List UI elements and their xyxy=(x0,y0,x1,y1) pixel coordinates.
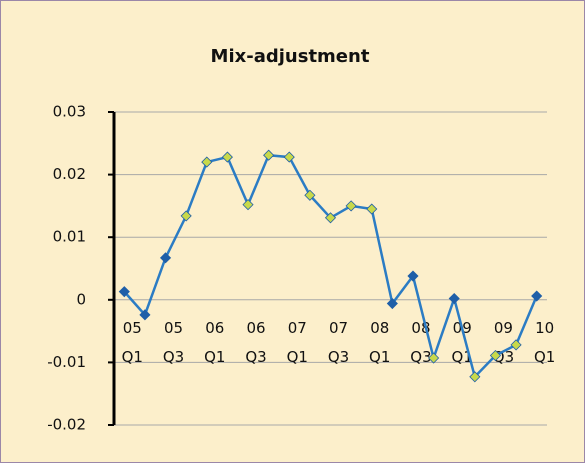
x-tick-label: 05 Q1 xyxy=(122,319,143,366)
chart-title: Mix-adjustment xyxy=(211,46,370,67)
y-tick-label: 0.01 xyxy=(53,228,86,246)
data-point xyxy=(531,290,543,302)
data-point xyxy=(345,200,357,212)
data-point xyxy=(180,210,192,222)
data-point xyxy=(386,297,398,310)
data-point xyxy=(304,189,316,201)
x-tick-label: 05 Q3 xyxy=(163,319,184,366)
data-point xyxy=(221,151,233,163)
x-tick-label: 07 Q3 xyxy=(328,319,349,366)
data-point xyxy=(118,286,130,298)
data-point xyxy=(448,292,460,305)
data-point xyxy=(201,156,213,168)
data-point xyxy=(489,349,502,362)
data-point xyxy=(242,199,254,211)
y-tick-label: 0.02 xyxy=(53,165,86,183)
data-point xyxy=(407,270,419,282)
x-tick-label: 10 Q1 xyxy=(534,319,555,366)
data-point xyxy=(469,371,481,383)
data-point xyxy=(428,352,440,364)
x-tick-label: 08 Q1 xyxy=(369,319,390,366)
y-tick-label: -0.01 xyxy=(47,353,86,371)
x-tick-label: 06 Q3 xyxy=(245,319,266,366)
data-point xyxy=(324,212,337,224)
y-tick-label: 0.03 xyxy=(53,103,86,121)
x-tick-label: 07 Q1 xyxy=(287,319,308,366)
data-point xyxy=(510,339,522,351)
data-point xyxy=(263,149,275,161)
y-tick-label: -0.02 xyxy=(47,416,86,434)
x-tick-label: 09 Q3 xyxy=(493,319,514,366)
y-tick-label: 0 xyxy=(76,290,86,308)
data-point xyxy=(283,151,295,163)
data-point xyxy=(366,203,378,215)
data-point xyxy=(139,309,151,321)
data-point xyxy=(159,252,172,264)
x-tick-label: 06 Q1 xyxy=(204,319,225,366)
